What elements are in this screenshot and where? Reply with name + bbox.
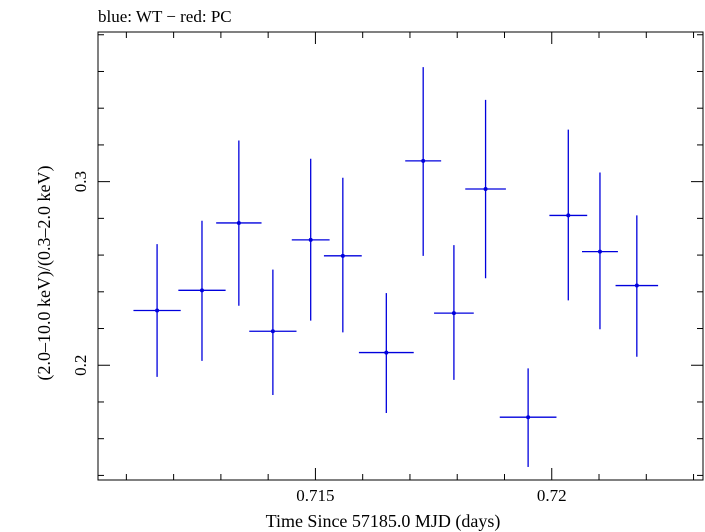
data-point-marker bbox=[236, 220, 241, 225]
data-point bbox=[405, 67, 442, 256]
x-tick-label: 0.715 bbox=[296, 486, 334, 505]
data-point bbox=[323, 177, 362, 333]
data-point bbox=[291, 158, 330, 321]
data-point bbox=[549, 129, 588, 301]
data-point bbox=[133, 244, 181, 377]
data-point-marker bbox=[199, 288, 204, 293]
data-point-marker bbox=[483, 186, 488, 191]
data-point-marker bbox=[634, 283, 639, 288]
data-point bbox=[249, 269, 297, 395]
data-point-marker bbox=[340, 253, 345, 258]
chart-title: blue: WT − red: PC bbox=[98, 7, 232, 26]
data-point bbox=[582, 172, 618, 330]
data-point-marker bbox=[384, 350, 389, 355]
data-points bbox=[133, 67, 659, 467]
data-point-marker bbox=[526, 415, 531, 420]
data-point-marker bbox=[451, 311, 456, 316]
data-point bbox=[615, 215, 659, 357]
data-point-marker bbox=[421, 158, 426, 163]
y-axis-label: (2.0–10.0 keV)/(0.3–2.0 keV) bbox=[34, 166, 55, 381]
axis-ticks bbox=[98, 32, 703, 480]
data-point bbox=[178, 220, 226, 361]
data-point bbox=[434, 245, 474, 380]
data-point-marker bbox=[270, 329, 275, 334]
x-tick-label: 0.72 bbox=[537, 486, 567, 505]
plot-frame bbox=[97, 31, 704, 481]
x-axis-label: Time Since 57185.0 MJD (days) bbox=[266, 511, 501, 532]
data-point-marker bbox=[597, 249, 602, 254]
data-point bbox=[499, 368, 557, 467]
data-point-marker bbox=[308, 237, 313, 242]
y-tick-label: 0.2 bbox=[71, 355, 90, 376]
data-point bbox=[465, 99, 506, 279]
data-point bbox=[358, 293, 414, 413]
y-tick-label: 0.3 bbox=[71, 171, 90, 192]
data-point-marker bbox=[155, 308, 160, 313]
data-point bbox=[216, 140, 262, 306]
axis-tick-labels: 0.715 0.72 0.2 0.3 bbox=[71, 171, 567, 505]
data-point-marker bbox=[566, 213, 571, 218]
